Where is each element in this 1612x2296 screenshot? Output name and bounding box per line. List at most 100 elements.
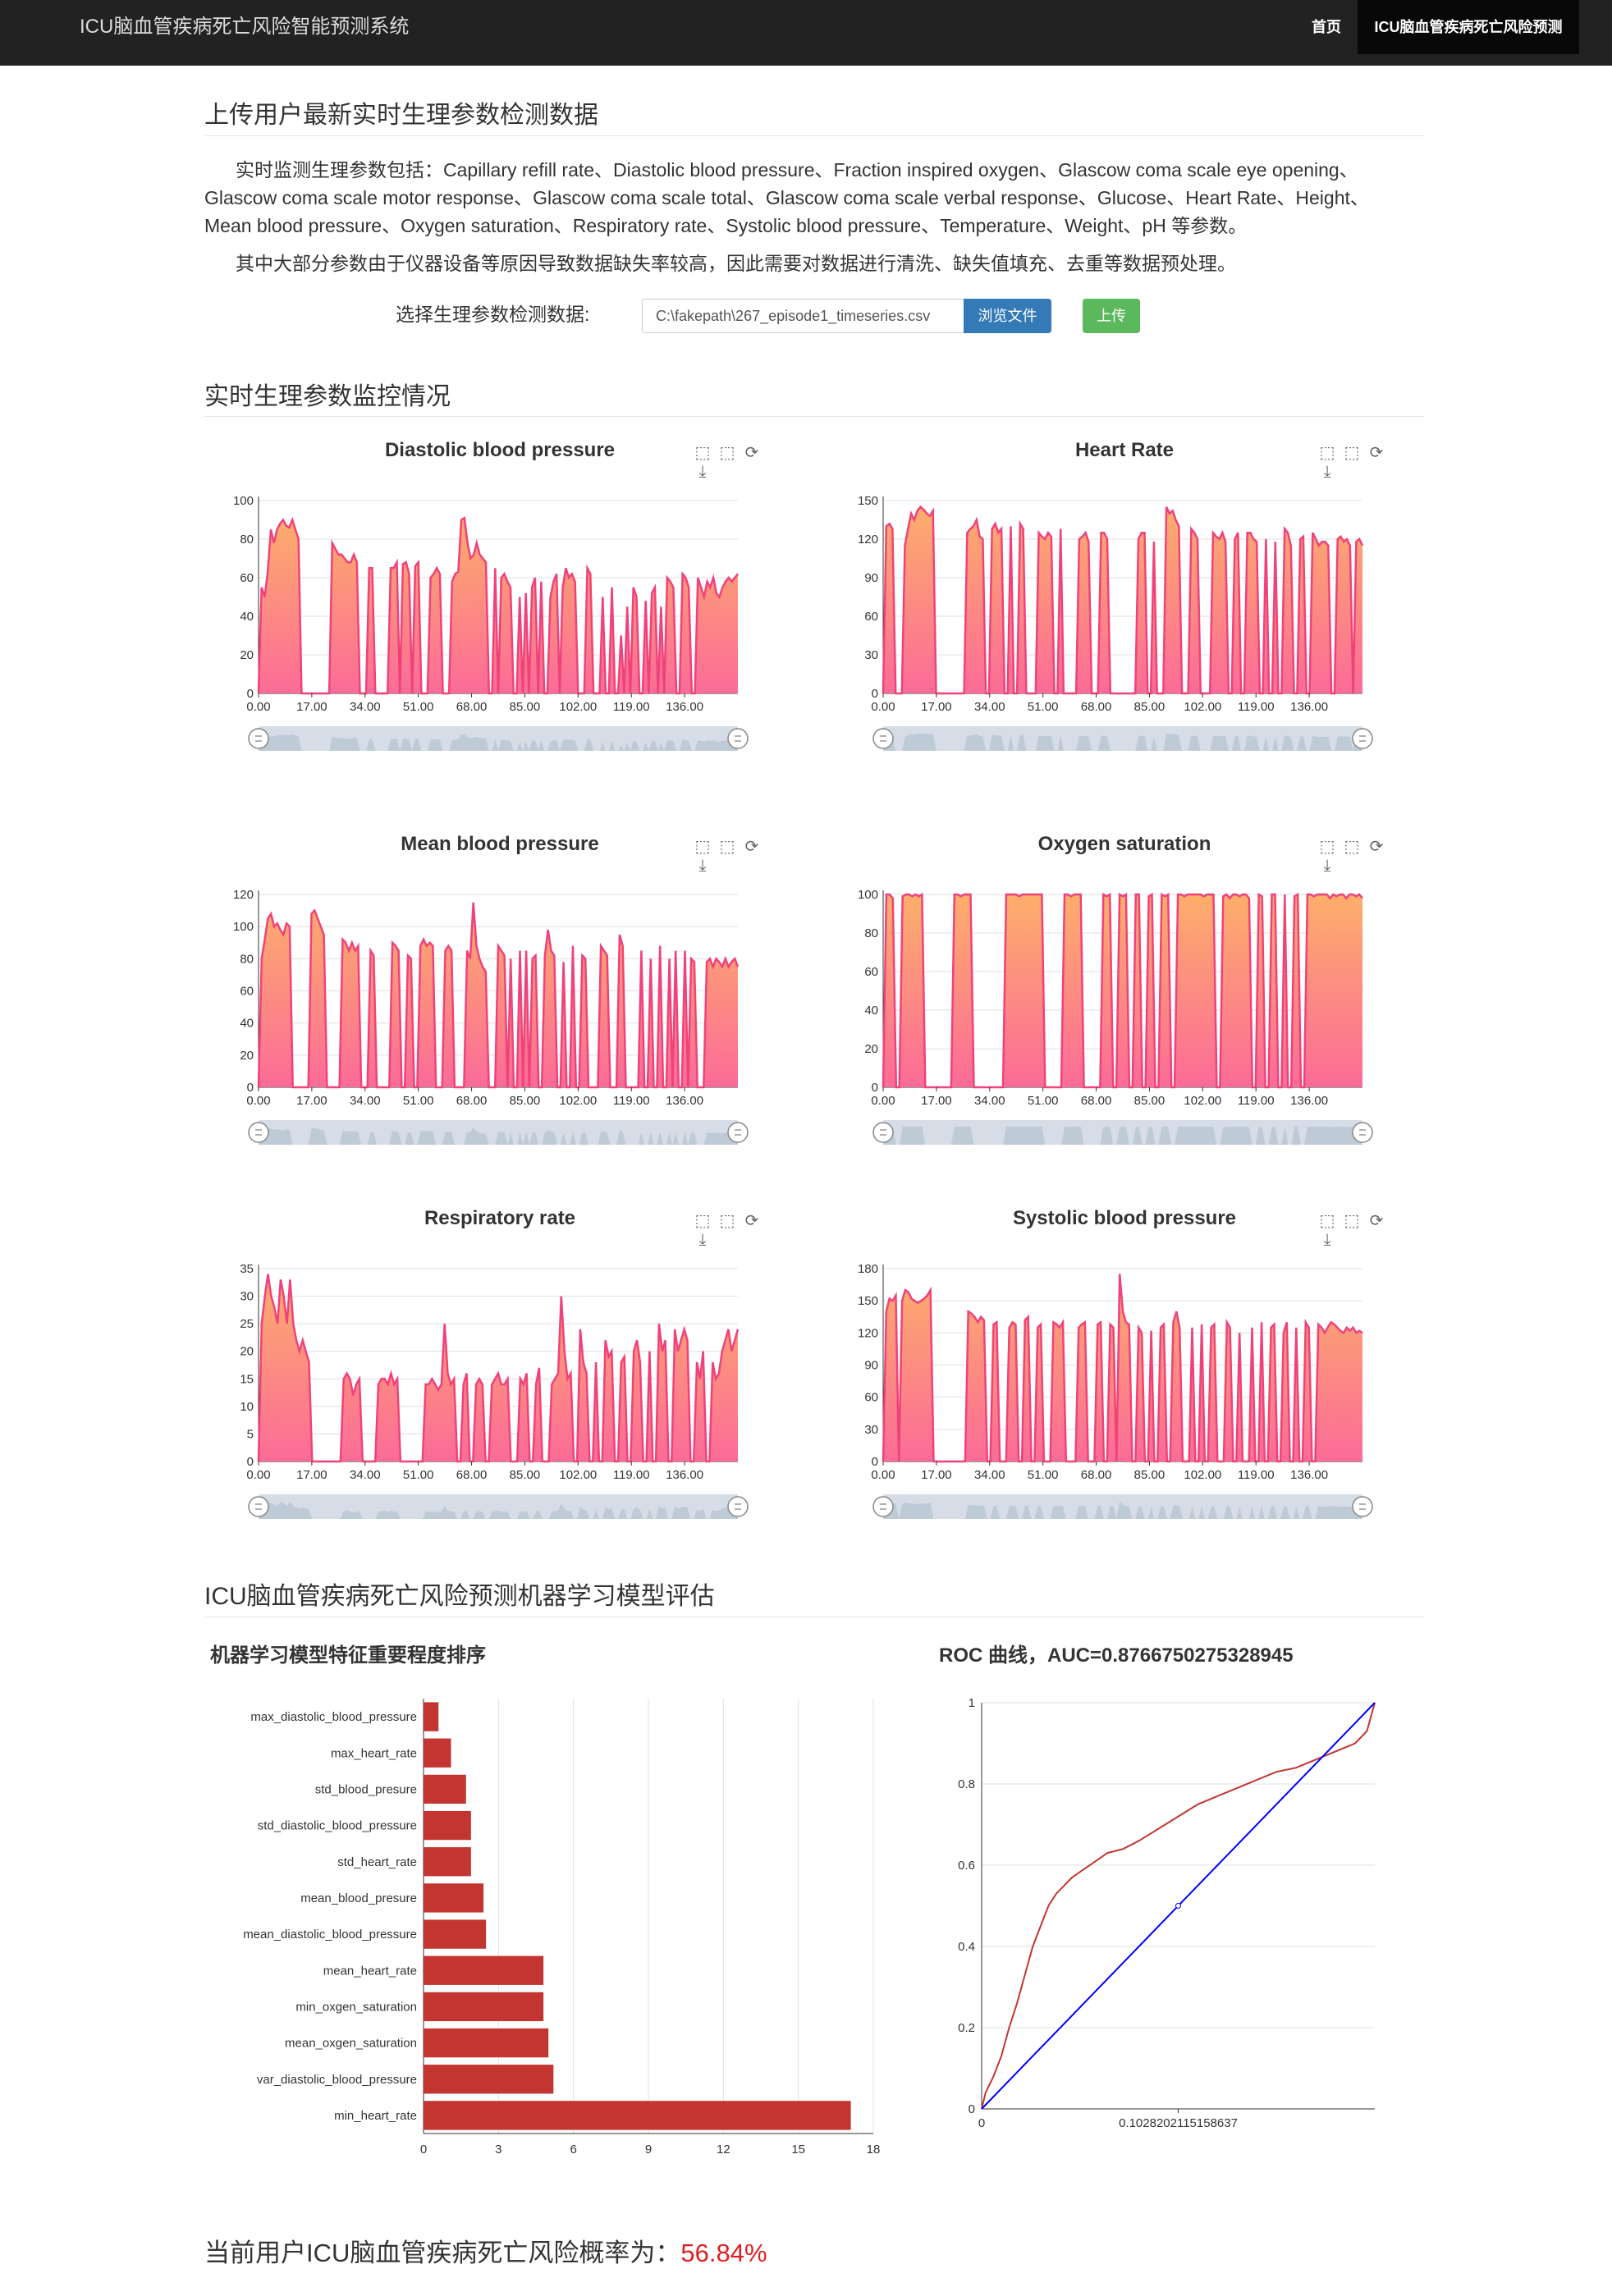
y-tick-label: 120 (233, 888, 254, 902)
area-fill (883, 506, 1362, 693)
nav-home[interactable]: 首页 (1312, 19, 1341, 35)
zoom-reset-icon[interactable]: ⬚ (719, 444, 735, 462)
y-tick-label: 80 (240, 952, 254, 966)
restore-icon[interactable]: ⟳ (1369, 444, 1384, 462)
chart-toolbox: ⬚ ⬚ ⟳ ⤓ (1315, 442, 1404, 482)
nav-risk-prediction[interactable]: ICU脑血管疾病死亡风险预测 (1358, 0, 1579, 54)
x-tick-label: 136.00 (1290, 700, 1328, 714)
category-label: max_heart_rate (331, 1746, 417, 1760)
area-fill (883, 1274, 1362, 1461)
zoom-reset-icon[interactable]: ⬚ (719, 1212, 735, 1230)
data-line (882, 892, 1363, 1089)
chart-title: Systolic blood pressure (1012, 1207, 1237, 1229)
x-tick-label: 51.00 (403, 1094, 434, 1108)
download-icon[interactable]: ⤓ (698, 463, 707, 481)
datazoom-handle (872, 728, 894, 749)
file-path-input[interactable]: C:\fakepath\267_episode1_timeseries.csv (642, 299, 964, 333)
datazoom-preview (883, 1127, 1362, 1145)
importance-chart-title: 机器学习模型特征重要程度排序 (210, 1644, 486, 1667)
monitor-section-title: 实时生理参数监控情况 (204, 383, 451, 410)
x-tick-label: 102.00 (559, 1094, 597, 1108)
zoom-icon[interactable]: ⬚ (694, 838, 711, 856)
x-tick-label: 34.00 (350, 700, 381, 714)
y-tick-label: 40 (240, 610, 254, 624)
x-tick-label: 9 (645, 2143, 652, 2157)
x-tick-label: 0.00 (246, 700, 270, 714)
restore-icon[interactable]: ⟳ (744, 444, 759, 462)
zoom-icon[interactable]: ⬚ (1319, 1212, 1335, 1230)
y-tick-label: 20 (240, 1345, 254, 1359)
y-tick-label: 0 (247, 1455, 254, 1469)
datazoom-preview (259, 1127, 738, 1145)
chart-toolbox: ⬚ ⬚ ⟳ ⤓ (1315, 836, 1404, 876)
y-tick-label: 35 (240, 1262, 254, 1276)
download-icon[interactable]: ⤓ (1323, 1231, 1331, 1249)
zoom-icon[interactable]: ⬚ (1319, 444, 1335, 462)
x-tick-label: 68.00 (1081, 1468, 1112, 1482)
chart-toolbox: ⬚ ⬚ ⟳ ⤓ (690, 836, 779, 876)
zoom-icon[interactable]: ⬚ (694, 1212, 711, 1230)
restore-icon[interactable]: ⟳ (744, 838, 759, 856)
download-icon[interactable]: ⤓ (698, 1231, 707, 1249)
x-tick-label: 51.00 (403, 1468, 434, 1482)
zoom-reset-icon[interactable]: ⬚ (1344, 838, 1360, 856)
download-icon[interactable]: ⤓ (1323, 463, 1331, 481)
feature-bar (424, 2028, 549, 2058)
upload-button[interactable]: 上传 (1083, 299, 1140, 333)
x-tick-label: 136.00 (666, 700, 703, 714)
area-chart: 0 20 40 60 80 100 120 0.00 17.00 34.00 51.00 68.00 8… (233, 888, 749, 1145)
area-fill (883, 894, 1362, 1087)
y-tick-label: 0 (872, 687, 878, 701)
datazoom-handle (248, 728, 269, 749)
feature-bar (424, 1919, 487, 1949)
zoom-reset-icon[interactable]: ⬚ (719, 838, 735, 856)
area-chart: 0 30 60 90 120 150 0.00 17.00 34.00 51.00 68.00 85.… (858, 494, 1373, 751)
x-tick-label: 17.00 (296, 700, 327, 714)
y-tick-label: 120 (858, 533, 878, 547)
restore-icon[interactable]: ⟳ (1369, 1212, 1384, 1230)
category-label: std_diastolic_blood_pressure (258, 1819, 417, 1833)
download-icon[interactable]: ⤓ (1323, 857, 1331, 875)
preprocess-description: 其中大部分参数由于仪器设备等原因导致数据缺失率较高，因此需要对数据进行清洗、缺失… (236, 253, 1236, 274)
x-tick-label: 85.00 (510, 700, 541, 714)
category-label: mean_heart_rate (323, 1964, 417, 1978)
datazoom-handle (248, 1122, 269, 1143)
download-icon[interactable]: ⤓ (698, 857, 707, 875)
x-tick-label: 18 (867, 2143, 881, 2157)
x-tick-label: 85.00 (1134, 700, 1165, 714)
browse-file-button[interactable]: 浏览文件 (964, 299, 1051, 333)
feature-bar (424, 1702, 439, 1731)
y-tick-label: 0 (872, 1455, 878, 1469)
zoom-reset-icon[interactable]: ⬚ (1344, 444, 1360, 462)
data-line (257, 516, 739, 695)
x-tick-label: 119.00 (613, 1094, 650, 1108)
restore-icon[interactable]: ⟳ (1369, 838, 1384, 856)
x-tick-label: 102.00 (559, 700, 597, 714)
risk-result-label: 当前用户ICU脑血管疾病死亡风险概率为： (204, 2239, 681, 2267)
navbar: ICU脑血管疾病死亡风险智能预测系统 首页 ICU脑血管疾病死亡风险预测 (0, 0, 1612, 66)
zoom-icon[interactable]: ⬚ (1319, 838, 1335, 856)
y-tick-label: 180 (858, 1262, 878, 1276)
zoom-reset-icon[interactable]: ⬚ (1344, 1212, 1360, 1230)
y-tick-label: 40 (240, 1017, 254, 1031)
x-tick-label: 68.00 (456, 700, 488, 714)
roc-curve (981, 1702, 1376, 2110)
x-tick-label: 68.00 (456, 1468, 488, 1482)
brand-title[interactable]: ICU脑血管疾病死亡风险智能预测系统 (80, 16, 410, 38)
zoom-icon[interactable]: ⬚ (694, 444, 711, 462)
x-tick-label: 34.00 (974, 1094, 1005, 1108)
roc-chart: 0 0.2 0.4 0.6 0.8 1 0 0.1028202115158637 (958, 1696, 1376, 2130)
x-tick-label: 0 (420, 2143, 427, 2157)
chart-title: Heart Rate (1074, 439, 1175, 461)
datazoom-handle (727, 728, 749, 749)
datazoom-handle (727, 1122, 749, 1143)
select-file-label: 选择生理参数检测数据: (396, 304, 590, 325)
x-tick-label: 119.00 (1238, 1468, 1275, 1482)
x-tick-label: 15 (791, 2143, 805, 2157)
x-tick-label: 85.00 (1134, 1094, 1165, 1108)
chart-panel-diastolic: Diastolic blood pressure ⬚ ⬚ ⟳ ⤓ 0 20 40 60 80 1… (204, 439, 779, 792)
category-label: min_heart_rate (334, 2109, 417, 2123)
y-tick-label: 80 (864, 926, 878, 940)
x-tick-label: 136.00 (1290, 1094, 1328, 1108)
restore-icon[interactable]: ⟳ (744, 1212, 759, 1230)
